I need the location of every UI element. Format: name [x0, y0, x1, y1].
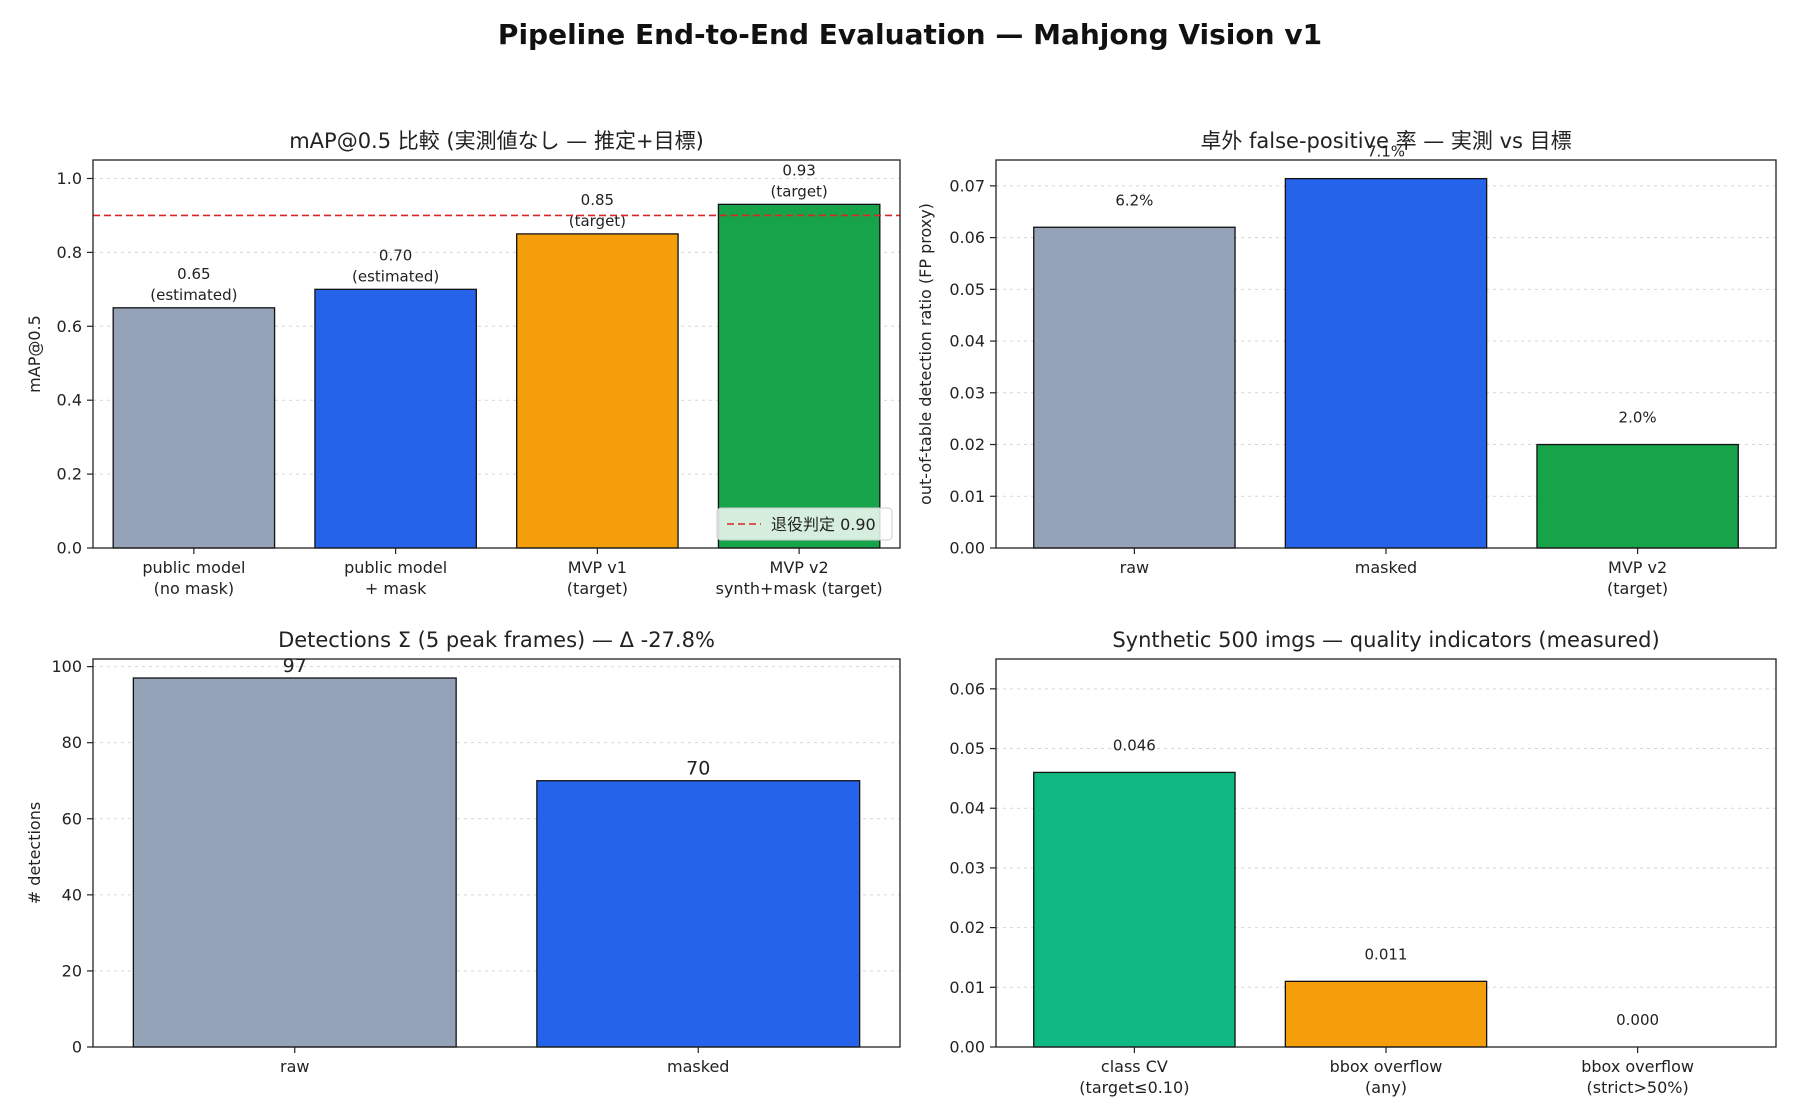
y-tick-label: 0.06: [949, 679, 985, 698]
bar: [516, 233, 679, 549]
y-tick-label: 100: [51, 657, 82, 676]
bar: [536, 780, 861, 1048]
map-chart: mAP@0.5 比較 (実測値なし — 推定+目標) 0.0 0.2 0.4 0.6 0.…: [25, 129, 901, 598]
chart-title: Synthetic 500 imgs — quality indicators …: [1112, 628, 1659, 652]
bar: [314, 288, 477, 549]
chart-title: mAP@0.5 比較 (実測値なし — 推定+目標): [289, 129, 704, 153]
y-tick-label: 0.8: [57, 243, 82, 262]
x-tick-label: bbox overflow (strict>50%): [1581, 1057, 1694, 1097]
x-tick-label: masked: [1355, 558, 1417, 577]
x-tick-label: class CV (target≤0.10): [1079, 1057, 1189, 1097]
x-tick-label: raw: [1120, 558, 1149, 577]
plot-frame: [995, 658, 1777, 1048]
data-label: 0.000: [1616, 1011, 1659, 1029]
y-tick-label: 0.0: [57, 539, 82, 558]
bar: [1033, 771, 1236, 1048]
bar: [1536, 443, 1739, 549]
fp-rate-chart: 卓外 false-positive 率 — 実測 vs 目標 0.00 0.01 0.…: [916, 129, 1777, 598]
y-tick-label: 0.00: [949, 1038, 985, 1057]
y-tick-label: 0.01: [949, 487, 985, 506]
y-tick-label: 0.4: [57, 391, 82, 410]
x-tick-label: MVP v1 (target): [567, 558, 628, 598]
detections-chart: Detections Σ (5 peak frames) — Δ -27.8% 0…: [25, 628, 901, 1076]
y-tick-label: 80: [62, 733, 82, 752]
bar: [112, 307, 276, 549]
y-tick-label: 0.02: [949, 918, 985, 937]
data-label: 0.85 (target): [569, 191, 626, 230]
y-tick-label: 40: [62, 885, 82, 904]
y-tick-label: 0.04: [949, 799, 985, 818]
legend-box: [716, 507, 893, 541]
x-tick-label: MVP v2 synth+mask (target): [716, 558, 883, 598]
data-label: 0.93 (target): [770, 161, 827, 200]
data-label: 0.70 (estimated): [352, 246, 439, 285]
y-tick-label: 0.00: [949, 539, 985, 558]
y-tick-label: 0.03: [949, 858, 985, 877]
figure-title: Pipeline End-to-End Evaluation — Mahjong…: [498, 18, 1322, 51]
data-label: 0.011: [1365, 945, 1408, 963]
data-label: 2.0%: [1619, 409, 1657, 427]
y-tick-label: 0.01: [949, 978, 985, 997]
legend: 退役判定 0.90: [716, 507, 893, 541]
y-tick-label: 0.06: [949, 228, 985, 247]
y-tick-label: 0.6: [57, 317, 82, 336]
plot-frame: [995, 159, 1777, 549]
chart-title: Detections Σ (5 peak frames) — Δ -27.8%: [278, 628, 715, 652]
y-tick-label: 0.2: [57, 465, 82, 484]
y-tick-label: 60: [62, 809, 82, 828]
y-tick-label: 0.05: [949, 739, 985, 758]
y-tick-label: 0.07: [949, 176, 985, 195]
x-tick-label: raw: [280, 1057, 309, 1076]
y-axis-label: out-of-table detection ratio (FP proxy): [916, 203, 935, 505]
plot-frame: [92, 658, 901, 1048]
bar: [132, 677, 457, 1048]
y-axis-label: # detections: [25, 802, 44, 904]
x-tick-label: MVP v2 (target): [1607, 558, 1668, 598]
x-tick-label: public model + mask: [344, 558, 447, 598]
data-label: 0.65 (estimated): [150, 265, 237, 304]
y-tick-label: 0.05: [949, 280, 985, 299]
data-label: 0.046: [1113, 736, 1156, 754]
x-tick-label: masked: [667, 1057, 729, 1076]
y-tick-label: 0.02: [949, 435, 985, 454]
bar: [717, 203, 881, 549]
chart-title: 卓外 false-positive 率 — 実測 vs 目標: [1200, 129, 1571, 153]
plot-frame: [92, 159, 901, 549]
data-label: 97: [283, 655, 307, 677]
x-tick-label: public model (no mask): [142, 558, 245, 598]
y-tick-label: 0.04: [949, 332, 985, 351]
synthetic-quality-chart: Synthetic 500 imgs — quality indicators …: [949, 628, 1777, 1097]
data-label: 6.2%: [1115, 191, 1153, 209]
x-tick-label: bbox overflow (any): [1330, 1057, 1443, 1097]
bar: [1284, 980, 1488, 1048]
bar: [1033, 226, 1236, 549]
y-tick-label: 0: [72, 1038, 82, 1057]
y-tick-label: 0.03: [949, 383, 985, 402]
y-tick-label: 20: [62, 961, 82, 980]
data-label: 70: [686, 758, 710, 780]
data-label: 7.1%: [1367, 143, 1405, 161]
y-axis-label: mAP@0.5: [25, 315, 44, 393]
legend-label: 退役判定 0.90: [771, 515, 876, 534]
bar: [1284, 177, 1488, 549]
y-tick-label: 1.0: [57, 169, 82, 188]
